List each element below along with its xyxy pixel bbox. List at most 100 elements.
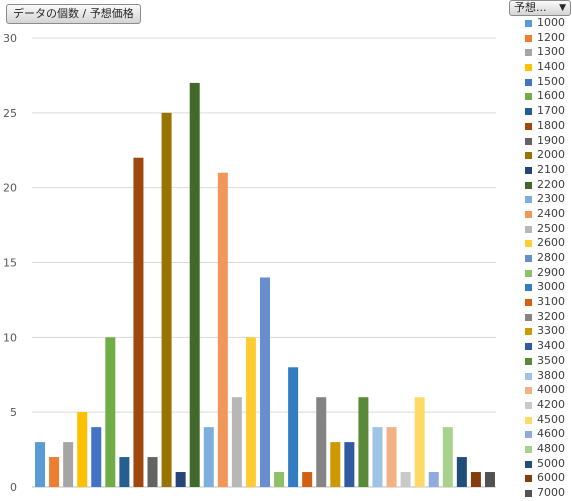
bar-3400[interactable] — [344, 442, 355, 487]
bars — [35, 82, 495, 488]
legend-item-5000: 5000 — [523, 457, 571, 472]
legend-swatch — [525, 152, 532, 160]
y-tick-label: 30 — [3, 32, 17, 45]
bar-1700[interactable] — [119, 457, 130, 487]
legend-swatch — [525, 460, 532, 468]
legend-item-1400: 1400 — [523, 60, 571, 75]
legend-item-3200: 3200 — [523, 310, 571, 325]
bar-3100[interactable] — [302, 472, 313, 487]
legend-label: 3100 — [537, 295, 565, 309]
bar-7000[interactable] — [484, 472, 495, 487]
bar-2000[interactable] — [161, 112, 172, 487]
legend-swatch — [525, 20, 532, 27]
bar-3300[interactable] — [330, 442, 341, 487]
bar-2900[interactable] — [274, 472, 285, 487]
legend-item-1800: 1800 — [523, 119, 571, 134]
bar-2500[interactable] — [231, 397, 242, 487]
legend-swatch — [525, 255, 532, 262]
legend-item-4200: 4200 — [523, 398, 571, 413]
legend-label: 4800 — [537, 441, 565, 455]
bar-6000[interactable] — [470, 472, 481, 487]
y-tick-label: 25 — [3, 107, 17, 120]
legend-item-3800: 3800 — [523, 369, 571, 384]
bar-2400[interactable] — [217, 172, 228, 487]
legend-label: 4200 — [537, 397, 565, 411]
bar-3200[interactable] — [316, 397, 327, 487]
bar-1500[interactable] — [91, 427, 102, 487]
legend-swatch — [525, 475, 532, 483]
legend-label: 3000 — [537, 280, 565, 294]
legend-swatch — [525, 284, 532, 292]
legend-item-3300: 3300 — [523, 324, 571, 339]
bar-4000[interactable] — [386, 427, 397, 487]
bar-1800[interactable] — [133, 157, 144, 488]
bar-1400[interactable] — [77, 412, 88, 487]
bar-3500[interactable] — [358, 397, 369, 487]
legend-swatch — [525, 328, 532, 336]
legend-label: 1900 — [537, 133, 565, 147]
legend-label: 2600 — [537, 236, 565, 250]
legend-label: 1700 — [537, 104, 565, 118]
legend-item-1900: 1900 — [523, 134, 571, 149]
legend-swatch — [525, 49, 532, 57]
legend-item-2300: 2300 — [523, 192, 571, 207]
bar-3000[interactable] — [288, 367, 299, 487]
bar-4600[interactable] — [428, 472, 439, 487]
y-tick-label: 20 — [3, 182, 17, 195]
bar-2300[interactable] — [203, 427, 214, 487]
chevron-down-icon: ▼ — [559, 3, 566, 13]
legend-swatch — [525, 93, 532, 101]
legend-item-7000: 7000 — [523, 486, 571, 501]
value-field-button[interactable]: データの個数 / 予想価格 — [6, 4, 141, 24]
legend-label: 2000 — [537, 148, 565, 162]
legend-swatch — [525, 269, 532, 277]
bar-3800[interactable] — [372, 427, 383, 487]
legend-label: 2500 — [537, 221, 565, 235]
bar-2800[interactable] — [260, 277, 270, 487]
legend-item-2400: 2400 — [523, 207, 571, 222]
bar-2100[interactable] — [175, 472, 186, 487]
legend-swatch — [525, 210, 532, 218]
legend-label: 1000 — [537, 16, 565, 29]
legend-label: 4500 — [537, 412, 565, 426]
legend-item-2900: 2900 — [523, 266, 571, 281]
legend-item-3000: 3000 — [523, 280, 571, 295]
legend-swatch — [525, 490, 532, 497]
bar-1000[interactable] — [35, 442, 46, 487]
y-tick-label: 15 — [3, 257, 17, 270]
legend-item-1200: 1200 — [523, 31, 571, 46]
bar-2600[interactable] — [245, 337, 256, 487]
legend-item-1000: 1000 — [523, 16, 571, 31]
legend-swatch — [525, 34, 532, 42]
legend-swatch — [525, 64, 532, 72]
bar-5000[interactable] — [456, 457, 467, 487]
legend-item-1500: 1500 — [523, 75, 571, 90]
bar-4500[interactable] — [414, 397, 425, 487]
legend-item-3100: 3100 — [523, 295, 571, 310]
legend-label: 5000 — [537, 456, 565, 470]
bar-4800[interactable] — [442, 427, 453, 487]
bar-1900[interactable] — [147, 457, 158, 487]
legend-item-4500: 4500 — [523, 413, 571, 428]
y-tick-label: 5 — [10, 406, 17, 419]
legend-item-2100: 2100 — [523, 163, 571, 178]
legend-item-6000: 6000 — [523, 471, 571, 486]
legend-label: 2800 — [537, 251, 565, 264]
legend-label: 3400 — [537, 339, 565, 353]
bar-1600[interactable] — [105, 337, 116, 487]
bar-4200[interactable] — [400, 472, 411, 487]
legend-swatch — [525, 240, 532, 248]
legend-label: 2900 — [537, 265, 565, 279]
bar-2200[interactable] — [189, 82, 200, 488]
legend-item-2500: 2500 — [523, 222, 571, 237]
legend-swatch — [525, 357, 532, 365]
legend-item-1700: 1700 — [523, 104, 571, 119]
bar-1300[interactable] — [63, 442, 74, 487]
legend-swatch — [525, 181, 532, 189]
legend-label: 1300 — [537, 45, 565, 59]
legend-swatch — [525, 196, 532, 204]
legend-label: 1400 — [537, 60, 565, 74]
bar-1200[interactable] — [49, 457, 60, 487]
legend-filter-button[interactable]: 予想... ▼ — [509, 0, 571, 16]
